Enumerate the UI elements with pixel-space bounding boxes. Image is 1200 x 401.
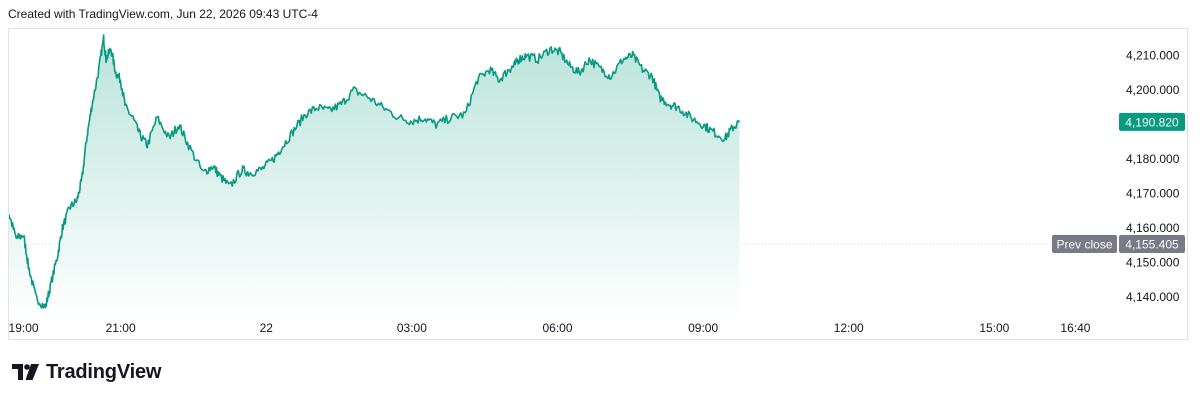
plot-area[interactable] <box>9 34 1089 319</box>
x-tick-label: 16:40 <box>1060 321 1090 335</box>
prev-close-tag <box>1052 235 1117 254</box>
price-chart[interactable]: 4,140.000 4,150.000 4,160.000 4,170.000 4,18… <box>9 29 1187 339</box>
x-tick-label: 03:00 <box>397 321 427 335</box>
x-tick-label: 09:00 <box>688 321 718 335</box>
chart-pane[interactable]: 4,140.000 4,150.000 4,160.000 4,170.000 4,18… <box>8 28 1188 340</box>
y-tick-label: 4,200.000 <box>1126 83 1180 97</box>
last-price-badge <box>1119 112 1185 131</box>
x-tick-label: 06:00 <box>542 321 572 335</box>
time-axis[interactable]: 19:00 21:00 22 03:00 06:00 09:00 12:00 15:00 16:… <box>9 321 1091 335</box>
y-tick-label: 4,160.000 <box>1126 221 1180 235</box>
x-tick-label: 22 <box>260 321 274 335</box>
prev-close-value-badge <box>1119 235 1185 254</box>
y-tick-label: 4,210.000 <box>1126 49 1180 63</box>
y-tick-label: 4,150.000 <box>1126 256 1180 270</box>
price-axis[interactable]: 4,140.000 4,150.000 4,160.000 4,170.000 4,18… <box>1126 49 1180 305</box>
last-price-label: 4,190.820 <box>1125 115 1179 129</box>
y-tick-label: 4,180.000 <box>1126 152 1180 166</box>
y-tick-label: 4,170.000 <box>1126 187 1180 201</box>
x-tick-label: 15:00 <box>979 321 1009 335</box>
prev-close-tag-label: Prev close <box>1056 238 1112 252</box>
brand[interactable]: TradingView <box>12 360 161 384</box>
y-tick-label: 4,140.000 <box>1126 290 1180 304</box>
prev-close-value-label: 4,155.405 <box>1125 238 1179 252</box>
x-tick-label: 21:00 <box>106 321 136 335</box>
brand-name: TradingView <box>46 360 162 383</box>
price-series-line[interactable] <box>9 34 741 309</box>
price-area-fill <box>9 34 740 314</box>
tradingview-logo-icon <box>12 364 39 380</box>
x-tick-label: 12:00 <box>834 321 864 335</box>
chart-attribution: Created with TradingView.com, Jun 22, 20… <box>8 7 318 21</box>
price-labels: 4,190.820 Prev close 4,155.405 <box>1052 112 1185 254</box>
x-tick-label: 19:00 <box>9 321 39 335</box>
